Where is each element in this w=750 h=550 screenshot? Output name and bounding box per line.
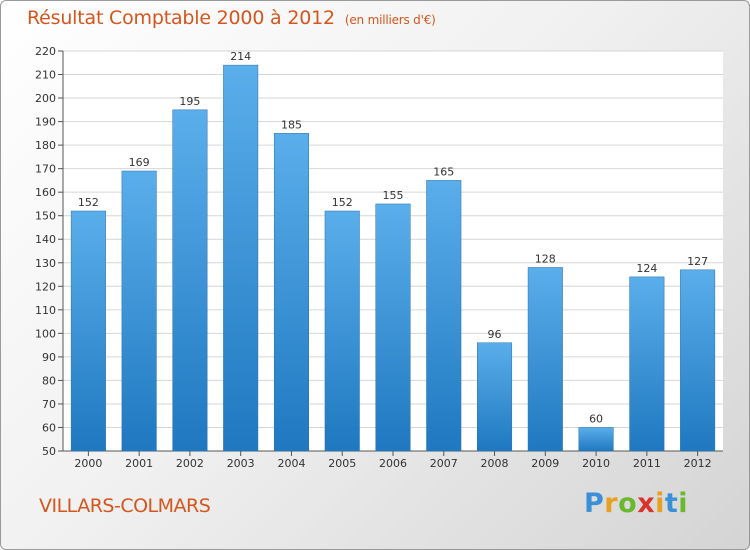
- chart-subtitle: (en milliers d'€): [344, 13, 436, 27]
- x-tick-label: 2003: [227, 457, 255, 470]
- bar: [121, 170, 157, 452]
- bar: [527, 267, 563, 452]
- y-tick-label: 80: [42, 374, 56, 387]
- y-tick-label: 150: [35, 210, 56, 223]
- bar: [578, 427, 614, 452]
- y-tick-label: 190: [35, 116, 56, 129]
- y-tick-label: 180: [35, 139, 56, 152]
- chart-title-text: Résultat Comptable 2000 à 2012: [27, 7, 335, 29]
- data-label: 152: [332, 196, 353, 209]
- data-label: 165: [433, 165, 454, 178]
- y-tick-label: 50: [42, 445, 56, 458]
- y-tick-label: 60: [42, 421, 56, 434]
- logo-letter: i: [678, 488, 689, 519]
- data-label: 185: [281, 118, 302, 131]
- data-label: 169: [129, 156, 150, 169]
- bar: [426, 180, 462, 452]
- bar: [172, 109, 208, 452]
- bar: [223, 64, 259, 452]
- data-label: 155: [383, 189, 404, 202]
- logo-letter: r: [604, 488, 619, 519]
- data-label: 127: [687, 255, 708, 268]
- x-tick-label: 2012: [684, 457, 712, 470]
- data-label: 214: [230, 50, 251, 63]
- bar: [273, 133, 309, 452]
- y-tick-label: 130: [35, 257, 56, 270]
- x-tick-label: 2002: [176, 457, 204, 470]
- logo-letter: x: [637, 488, 656, 519]
- x-tick-label: 2005: [328, 457, 356, 470]
- bar: [477, 342, 513, 452]
- x-tick-label: 2008: [481, 457, 509, 470]
- bar: [629, 276, 665, 452]
- x-tick-label: 2000: [74, 457, 102, 470]
- data-label: 96: [488, 328, 502, 341]
- y-tick-label: 220: [35, 45, 56, 58]
- logo-letter: i: [655, 488, 665, 519]
- bar: [70, 210, 106, 452]
- x-tick-label: 2001: [125, 457, 153, 470]
- commune-name: VILLARS-COLMARS: [39, 495, 211, 517]
- x-tick-label: 2009: [531, 457, 559, 470]
- bar: [680, 269, 716, 452]
- x-tick-label: 2004: [277, 457, 305, 470]
- data-label: 60: [589, 412, 603, 425]
- y-tick-label: 90: [42, 351, 56, 364]
- chart-title: Résultat Comptable 2000 à 2012 (en millie…: [27, 7, 436, 29]
- x-tick-label: 2006: [379, 457, 407, 470]
- logo-letter: P: [584, 488, 605, 519]
- bar: [375, 203, 411, 452]
- x-tick-label: 2010: [582, 457, 610, 470]
- y-tick-label: 140: [35, 233, 56, 246]
- y-tick-label: 100: [35, 327, 56, 340]
- data-label: 195: [179, 95, 200, 108]
- x-tick-label: 2011: [633, 457, 661, 470]
- y-tick-label: 200: [35, 92, 56, 105]
- axes: 50 60 70 80 90 100 110 120 130 140 150 160 170 180 190…: [35, 45, 723, 470]
- data-label: 124: [636, 262, 657, 275]
- y-tick-label: 210: [35, 69, 56, 82]
- y-tick-label: 110: [35, 304, 56, 317]
- y-tick-label: 120: [35, 280, 56, 293]
- bar: [324, 210, 360, 452]
- y-tick-label: 170: [35, 163, 56, 176]
- data-label: 152: [78, 196, 99, 209]
- proxiti-logo: Proxiti: [584, 488, 688, 519]
- logo-letter: t: [664, 488, 679, 519]
- y-tick-label: 70: [42, 398, 56, 411]
- bars: [70, 64, 716, 452]
- data-labels: 152 169 195 214 185 152 155 165 96 128 60 124 127: [78, 50, 708, 425]
- data-label: 128: [535, 252, 556, 265]
- logo-letter: o: [618, 488, 638, 519]
- x-tick-label: 2007: [430, 457, 458, 470]
- y-tick-label: 160: [35, 186, 56, 199]
